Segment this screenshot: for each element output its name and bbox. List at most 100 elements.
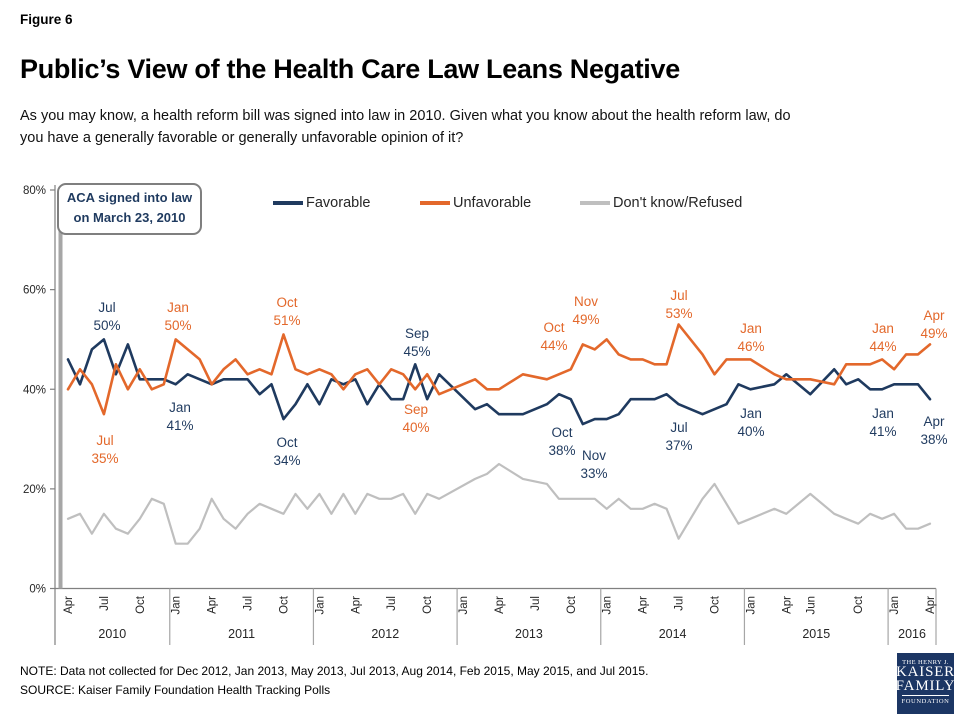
legend-label-dontknow: Don't know/Refused (613, 195, 743, 211)
x-axis-month-label: Jan (602, 596, 614, 615)
y-axis-label: 60% (23, 285, 46, 297)
page-subtitle: As you may know, a health reform bill wa… (20, 108, 791, 146)
legend-item-unfavorable: Unfavorable (420, 195, 531, 211)
data-point-label-value: 53% (665, 306, 692, 321)
data-point-label-value: 44% (540, 338, 567, 353)
x-axis-month-label: Apr (63, 596, 75, 614)
year-label: 2014 (659, 627, 687, 641)
legend-label-favorable: Favorable (306, 195, 371, 211)
legend-label-unfavorable: Unfavorable (453, 195, 532, 211)
kff-logo-line2: KAISER (896, 664, 955, 680)
x-axis-month-label: Jan (458, 596, 470, 615)
data-point-label-month: Oct (276, 435, 297, 450)
kff-logo-line1: THE HENRY J. (902, 659, 949, 666)
data-point-label-value: 49% (572, 312, 599, 327)
data-point-label-month: Jul (670, 288, 687, 303)
y-axis-label: 80% (23, 185, 46, 197)
x-axis-month-label: Apr (350, 596, 362, 614)
data-point-label-value: 38% (920, 432, 947, 447)
x-axis-month-label: Apr (638, 596, 650, 614)
footer-source: SOURCE: Kaiser Family Foundation Health … (20, 683, 331, 698)
data-point-label-month: Nov (582, 448, 606, 463)
x-axis-month-label: Apr (781, 596, 793, 614)
x-axis-month-label: Oct (422, 595, 434, 614)
data-point-label-month: Jul (96, 433, 113, 448)
data-point-label-value: 41% (166, 418, 193, 433)
x-axis-month-label: Oct (566, 595, 578, 614)
data-point-label-month: Jan (169, 400, 191, 415)
x-axis-month-label: Apr (207, 596, 219, 614)
x-axis-month-label: Jul (243, 596, 255, 611)
aca-annotation-line2: on March 23, 2010 (73, 210, 186, 225)
x-axis-month-label: Jun (805, 596, 817, 615)
data-point-label-value: 46% (737, 339, 764, 354)
data-point-label-value: 50% (164, 318, 191, 333)
data-point-label-month: Apr (923, 414, 945, 429)
favorable-line (66, 338, 932, 426)
x-axis-month-label: Jan (889, 596, 901, 615)
data-point-label-month: Nov (574, 294, 598, 309)
year-label: 2013 (515, 627, 543, 641)
x-axis-month-label: Oct (853, 595, 865, 614)
x-axis-month-label: Oct (135, 595, 147, 614)
y-axis-label: 20% (23, 484, 46, 496)
footer-note: NOTE: Data not collected for Dec 2012, J… (20, 664, 649, 678)
aca-annotation-line1: ACA signed into law (66, 190, 193, 205)
x-axis-month-label: Jul (674, 596, 686, 611)
year-label: 2011 (228, 627, 255, 641)
footer: NOTE: Data not collected for Dec 2012, J… (20, 662, 880, 700)
favorable-line-swatch (273, 201, 303, 205)
data-point-label-value: 41% (869, 424, 896, 439)
data-point-label-month: Oct (543, 320, 564, 335)
x-axis-month-label: Jul (530, 596, 542, 611)
kff-logo-line3: FAMILY (895, 677, 956, 694)
data-point-label-month: Jan (872, 321, 894, 336)
data-point-label-month: Jul (670, 420, 687, 435)
data-point-label-value: 51% (273, 313, 300, 328)
data-point-label-value: 44% (869, 339, 896, 354)
dontknow-line-swatch (580, 201, 610, 205)
year-label: 2016 (898, 627, 926, 641)
data-point-label-value: 40% (402, 420, 429, 435)
x-axis-month-label: Oct (278, 595, 290, 614)
x-axis-month-label: Jul (386, 596, 398, 611)
page-title: Public’s View of the Health Care Law Lea… (20, 54, 680, 84)
x-axis-month-label: Jul (99, 596, 111, 611)
data-point-label-month: Jan (167, 300, 189, 315)
data-point-label-month: Oct (276, 295, 297, 310)
figure-label: Figure 6 (20, 12, 73, 27)
unfavorable-line-swatch (420, 201, 450, 205)
x-axis-month-label: Jan (314, 596, 326, 615)
kff-logo-line4: FOUNDATION (901, 695, 950, 705)
data-point-label-value: 40% (737, 424, 764, 439)
x-axis-month-label: Jan (171, 596, 183, 615)
data-point-label-value: 35% (91, 451, 118, 466)
data-point-label-month: Oct (551, 425, 572, 440)
data-point-label-month: Jan (872, 406, 894, 421)
data-point-label-value: 34% (273, 453, 300, 468)
year-label: 2012 (371, 627, 399, 641)
x-axis-month-label: Oct (709, 595, 721, 614)
unfavorable-line (66, 323, 932, 416)
data-point-label-value: 38% (548, 443, 575, 458)
data-point-label-month: Jul (98, 300, 115, 315)
year-label: 2010 (98, 627, 126, 641)
dontknow-line (66, 462, 932, 545)
aca-annotation-box: ACA signed into law on March 23, 2010 (57, 183, 202, 235)
legend-item-dontknow: Don't know/Refused (580, 195, 742, 211)
x-axis-month-label: Apr (494, 596, 506, 614)
data-point-label-value: 37% (665, 438, 692, 453)
year-label: 2015 (802, 627, 830, 641)
y-axis-label: 40% (23, 384, 46, 396)
chart: 0% 20% 40% 60% 80% Apr Jul Oct Jan Apr Jul Oct Jan Ap… (0, 170, 960, 660)
x-axis-month-label: Jan (745, 596, 757, 615)
chart-legend: Favorable Unfavorable Don't know/Refused (0, 195, 960, 213)
data-point-label-month: Apr (923, 308, 945, 323)
data-point-label-value: 50% (93, 318, 120, 333)
data-point-label-month: Jan (740, 406, 762, 421)
data-point-label-value: 49% (920, 326, 947, 341)
legend-item-favorable: Favorable (273, 195, 370, 211)
y-axis-label: 0% (29, 584, 46, 596)
kff-logo: THE HENRY J. KAISER FAMILY FOUNDATION (895, 653, 956, 714)
chart-svg: 0% 20% 40% 60% 80% Apr Jul Oct Jan Apr Jul Oct Jan Ap… (23, 185, 948, 645)
